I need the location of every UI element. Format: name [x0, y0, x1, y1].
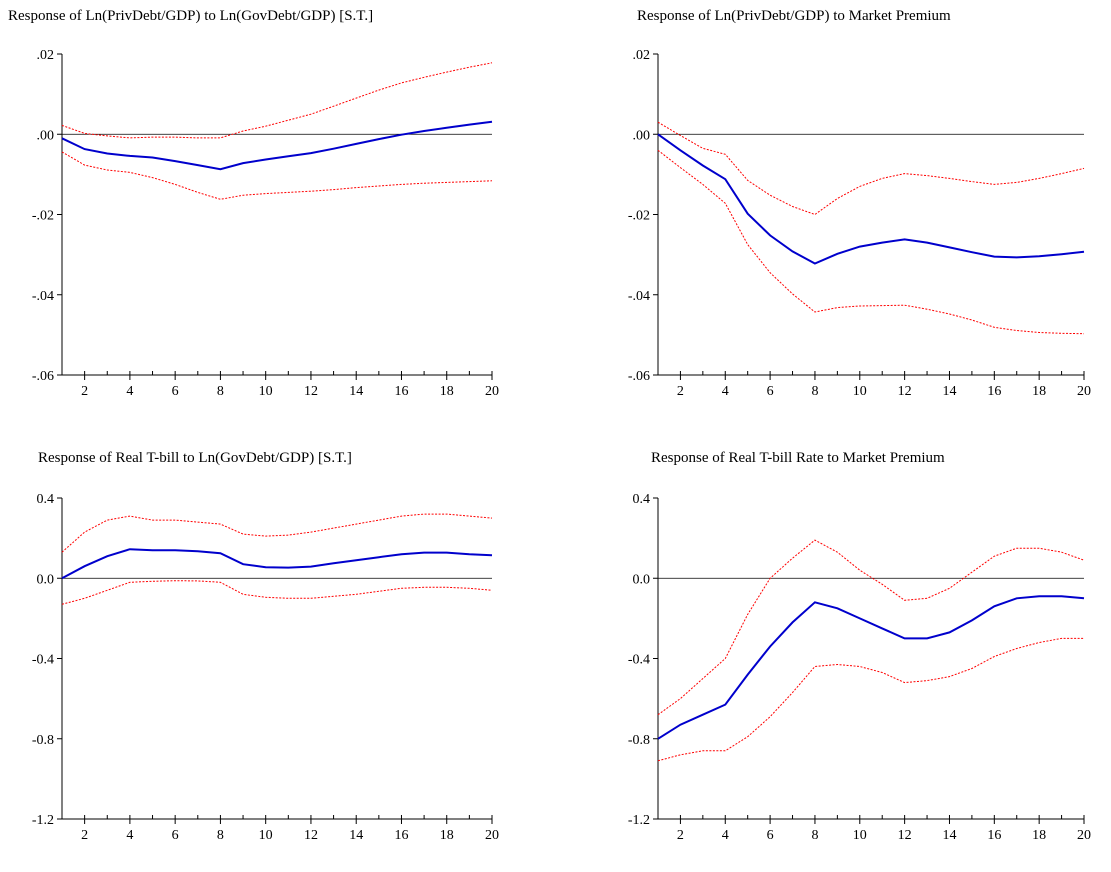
confidence-band-upper — [61, 62, 493, 139]
x-tick-label: 10 — [259, 828, 273, 843]
y-tick-label: .02 — [633, 48, 651, 63]
response-line — [61, 120, 493, 171]
y-tick-label: -1.2 — [628, 813, 650, 828]
x-tick-label: 14 — [942, 828, 956, 843]
confidence-band-lower — [657, 637, 1084, 762]
x-tick-label: 4 — [126, 384, 133, 399]
x-tick-label: 18 — [440, 828, 454, 843]
confidence-band-lower — [61, 580, 493, 605]
chart-panel-0: Response of Ln(PrivDebt/GDP) to Ln(GovDe… — [0, 0, 530, 420]
x-tick-label: 6 — [767, 828, 774, 843]
x-tick-label: 10 — [853, 384, 867, 399]
x-tick-label: 4 — [126, 828, 133, 843]
confidence-band-upper — [657, 539, 1085, 716]
x-tick-label: 12 — [304, 384, 318, 399]
x-tick-label: 4 — [722, 828, 729, 843]
x-tick-label: 6 — [172, 384, 179, 399]
x-tick-label: 18 — [1032, 828, 1046, 843]
x-tick-label: 16 — [394, 384, 408, 399]
y-tick-label: .02 — [37, 48, 55, 63]
chart-panel-1: Response of Ln(PrivDebt/GDP) to Market P… — [555, 0, 1111, 420]
x-tick-label: 2 — [677, 384, 684, 399]
y-tick-label: -.04 — [628, 289, 650, 304]
chart-plot: -1.2 -0.8 -0.4 0.0 0.4 2 4 6 8 10 12 14 16 18 20 — [628, 492, 1091, 843]
x-tick-label: 16 — [394, 828, 408, 843]
y-tick-label: 0.0 — [37, 572, 55, 587]
x-tick-label: 8 — [811, 384, 818, 399]
x-tick-label: 10 — [853, 828, 867, 843]
x-tick-label: 20 — [1077, 828, 1091, 843]
y-tick-label: .00 — [633, 128, 651, 143]
y-tick-label: -.06 — [628, 369, 650, 384]
confidence-band-upper — [61, 513, 493, 553]
confidence-band-upper — [657, 121, 1085, 216]
x-tick-label: 20 — [1077, 384, 1091, 399]
x-tick-label: 8 — [217, 384, 224, 399]
y-tick-label: .00 — [37, 128, 55, 143]
x-tick-label: 20 — [485, 828, 499, 843]
chart-title: Response of Real T-bill Rate to Market P… — [651, 450, 945, 466]
chart-title: Response of Ln(PrivDebt/GDP) to Ln(GovDe… — [8, 8, 374, 24]
x-tick-label: 16 — [987, 828, 1001, 843]
y-tick-label: 0.4 — [633, 492, 651, 507]
x-tick-label: 18 — [440, 384, 454, 399]
x-tick-label: 2 — [81, 384, 88, 399]
y-tick-label: -0.4 — [628, 653, 650, 668]
x-tick-label: 16 — [987, 384, 1001, 399]
x-tick-label: 14 — [942, 384, 956, 399]
chart-title: Response of Ln(PrivDebt/GDP) to Market P… — [637, 8, 951, 24]
x-tick-label: 12 — [898, 384, 912, 399]
x-tick-label: 14 — [349, 828, 363, 843]
y-tick-label: -0.8 — [32, 733, 54, 748]
confidence-band-lower — [657, 149, 1085, 335]
y-tick-label: 0.4 — [37, 492, 55, 507]
x-tick-label: 4 — [722, 384, 729, 399]
response-line — [657, 595, 1085, 740]
x-tick-label: 10 — [259, 384, 273, 399]
x-tick-label: 12 — [898, 828, 912, 843]
y-tick-label: -.06 — [32, 369, 54, 384]
y-tick-label: -.04 — [32, 289, 54, 304]
response-line — [61, 548, 493, 580]
response-line — [657, 133, 1085, 265]
y-tick-label: -.02 — [628, 209, 650, 224]
chart-title: Response of Real T-bill to Ln(GovDebt/GD… — [38, 450, 352, 466]
x-tick-label: 20 — [485, 384, 499, 399]
x-tick-label: 12 — [304, 828, 318, 843]
chart-plot: -.06 -.04 -.02 .00 .02 2 4 6 8 10 12 14 16 18 20 — [32, 48, 499, 399]
confidence-band-lower — [61, 151, 493, 200]
chart-panel-2: Response of Real T-bill to Ln(GovDebt/GD… — [0, 428, 530, 857]
chart-plot: -.06 -.04 -.02 .00 .02 2 4 6 8 10 12 14 16 18 20 — [628, 48, 1091, 399]
y-tick-label: -1.2 — [32, 813, 54, 828]
y-tick-label: 0.0 — [633, 572, 651, 587]
chart-panel-3: Response of Real T-bill Rate to Market P… — [555, 428, 1111, 857]
y-tick-label: -.02 — [32, 209, 54, 224]
x-tick-label: 18 — [1032, 384, 1046, 399]
x-tick-label: 6 — [767, 384, 774, 399]
y-tick-label: -0.4 — [32, 653, 54, 668]
x-tick-label: 14 — [349, 384, 363, 399]
x-tick-label: 2 — [81, 828, 88, 843]
chart-plot: -1.2 -0.8 -0.4 0.0 0.4 2 4 6 8 10 12 14 16 18 20 — [32, 492, 499, 843]
x-tick-label: 8 — [811, 828, 818, 843]
x-tick-label: 6 — [172, 828, 179, 843]
x-tick-label: 2 — [677, 828, 684, 843]
y-tick-label: -0.8 — [628, 733, 650, 748]
x-tick-label: 8 — [217, 828, 224, 843]
